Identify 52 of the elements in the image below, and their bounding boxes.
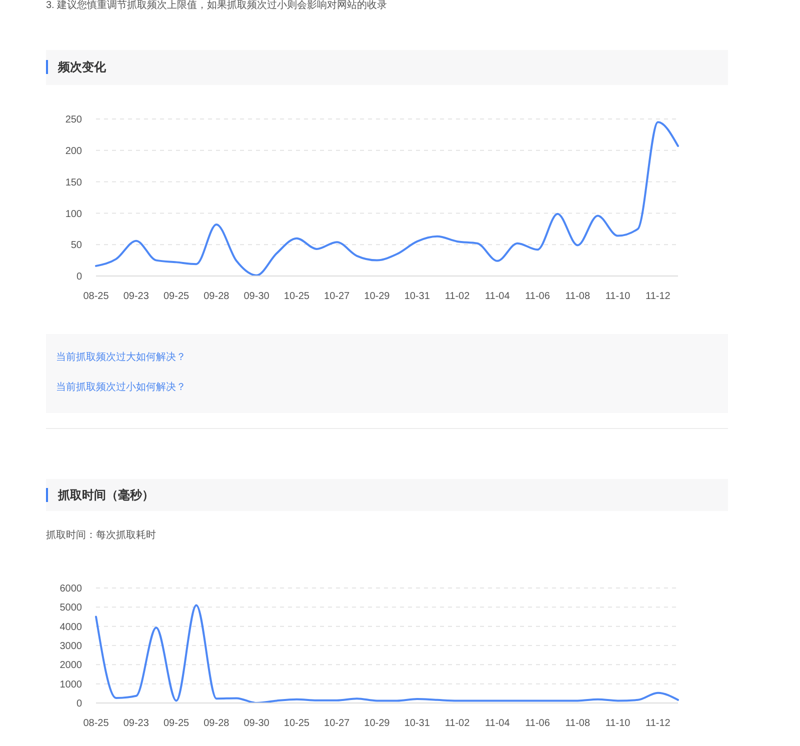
title-panel: 抓取时间（毫秒） (46, 479, 728, 511)
text: 当前抓取频次过小如何解决？ (56, 382, 186, 393)
y-tick-label: 6000 (60, 584, 82, 595)
x-tick-label: 11-10 (605, 718, 631, 730)
y-tick-label: 1000 (60, 679, 82, 690)
x-tick-label: 09-25 (163, 718, 190, 730)
y-tick-label: 3000 (60, 641, 82, 652)
x-tick-label: 08-25 (83, 291, 110, 302)
x-tick-label: 09-23 (123, 718, 150, 730)
x-tick-label: 10-31 (404, 291, 430, 302)
x-tick-label: 09-30 (244, 718, 270, 730)
y-tick-label: 0 (76, 698, 82, 710)
y-tick-label: 200 (65, 146, 82, 157)
x-tick-label: 10-29 (364, 718, 390, 730)
x-tick-label: 09-23 (123, 291, 150, 302)
x-tick-label: 11-02 (444, 291, 470, 302)
x-tick-label: 09-25 (163, 291, 190, 302)
title-panel: 频次变化 (46, 50, 728, 85)
y-tick-label: 2000 (60, 660, 82, 672)
chart-title: 频次变化 (58, 60, 106, 74)
y-tick-label: 5000 (60, 602, 82, 614)
y-tick-label: 50 (70, 240, 82, 252)
x-tick-label: 11-08 (565, 291, 591, 302)
x-tick-label: 11-12 (646, 291, 671, 302)
y-tick-label: 150 (65, 177, 82, 188)
x-tick-label: 10-31 (404, 718, 430, 730)
chart-title: 抓取时间（毫秒） (58, 488, 154, 502)
y-tick-label: 4000 (60, 622, 82, 633)
x-tick-label: 10-25 (284, 291, 310, 302)
line-series (95, 604, 679, 703)
text: 当前抓取频次过大如何解决？ (56, 352, 186, 363)
x-tick-label: 11-06 (525, 718, 550, 730)
x-tick-label: 10-29 (364, 291, 390, 302)
y-tick-label: 0 (76, 272, 82, 283)
x-tick-label: 08-25 (83, 718, 110, 730)
x-tick-label: 11-04 (484, 718, 510, 730)
x-tick-label: 11-10 (605, 291, 631, 302)
x-tick-label: 09-28 (204, 718, 230, 730)
line-series (95, 121, 679, 276)
x-tick-label: 10-25 (284, 718, 310, 730)
x-tick-label: 11-04 (484, 291, 510, 302)
x-tick-label: 10-27 (324, 291, 350, 302)
x-tick-label: 11-08 (565, 718, 591, 730)
x-tick-label: 10-27 (324, 718, 350, 730)
chart-subtitle: 抓取时间：每次抓取耗时 (46, 530, 156, 541)
x-tick-label: 11-12 (646, 718, 671, 730)
x-tick-label: 11-06 (525, 291, 550, 302)
y-tick-label: 250 (65, 114, 82, 126)
y-tick-label: 100 (65, 208, 82, 220)
x-tick-label: 09-28 (204, 291, 230, 302)
x-tick-label: 11-02 (444, 718, 470, 730)
x-tick-label: 09-30 (244, 291, 270, 302)
